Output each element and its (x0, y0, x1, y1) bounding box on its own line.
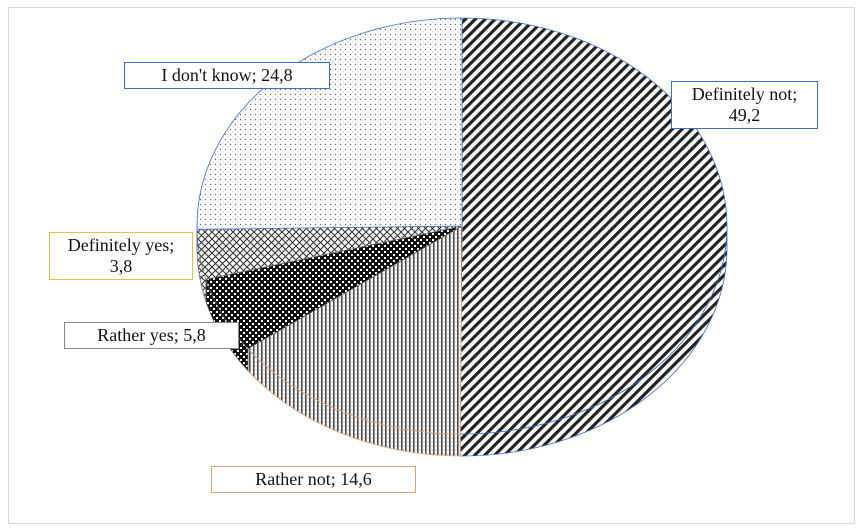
data-label-i-dont-know: I don't know; 24,8 (124, 62, 330, 89)
data-label-definitely-yes: Definitely yes; 3,8 (49, 232, 193, 280)
chart-frame: Definitely not; 49,2 Rather not; 14,6 Rath… (8, 7, 855, 524)
slice-rather-not (247, 225, 463, 435)
slice-definitely-not (459, 17, 728, 435)
slice-i-dont-know (196, 17, 463, 230)
data-label-definitely-not: Definitely not; 49,2 (671, 81, 818, 129)
data-label-rather-yes: Rather yes; 5,8 (64, 322, 239, 349)
pie-chart (196, 17, 728, 457)
data-label-rather-not: Rather not; 14,6 (211, 466, 416, 493)
